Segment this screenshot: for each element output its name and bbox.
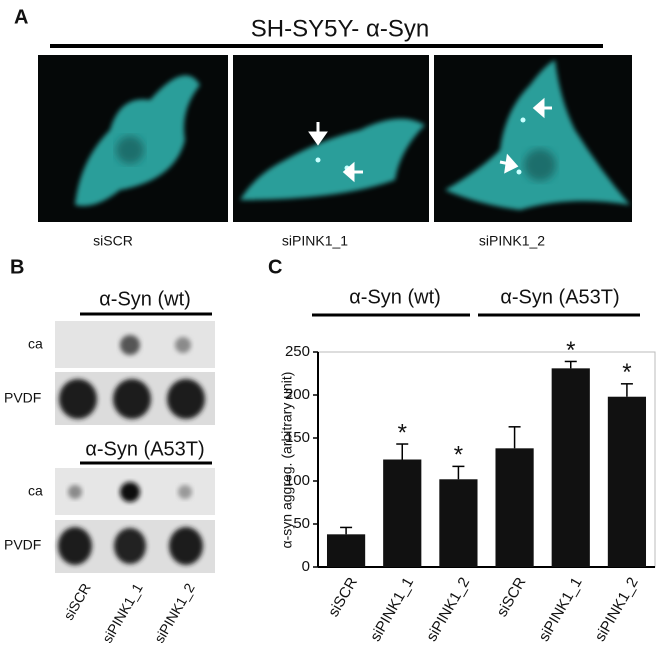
aggregate bbox=[520, 117, 526, 123]
bar bbox=[326, 534, 366, 567]
y-tick-label: 50 bbox=[293, 515, 310, 532]
x-tick-label: siPINK1_1 bbox=[535, 574, 585, 644]
blot-group-title: α-Syn (wt) bbox=[99, 288, 191, 310]
chart-group-title: α-Syn (A53T) bbox=[500, 286, 619, 308]
y-tick-label: 0 bbox=[302, 558, 310, 575]
arrows bbox=[308, 97, 552, 183]
blot-row-label: PVDF bbox=[4, 390, 41, 406]
x-tick-label: siSCR bbox=[325, 574, 361, 619]
bar bbox=[495, 448, 534, 567]
aggregate bbox=[315, 157, 321, 163]
lane-label: siPINK1_1 bbox=[99, 580, 146, 645]
panel-letter: A bbox=[14, 6, 28, 28]
blot-dot bbox=[169, 527, 203, 565]
blot-group-title: α-Syn (A53T) bbox=[85, 438, 204, 460]
nucleus bbox=[116, 136, 144, 164]
significance-mark: * bbox=[454, 442, 463, 469]
lane-label: siSCR bbox=[60, 580, 94, 622]
bar bbox=[439, 479, 478, 567]
significance-mark: * bbox=[566, 337, 575, 364]
blot-dot bbox=[114, 528, 146, 564]
x-tick-label: siSCR bbox=[494, 574, 530, 619]
blot-dot bbox=[59, 379, 97, 419]
blot-row-label: PVDF bbox=[4, 537, 41, 553]
aggregate bbox=[516, 169, 522, 175]
nucleus bbox=[524, 149, 556, 181]
micrographs bbox=[38, 55, 632, 222]
bar bbox=[607, 396, 647, 567]
blot-dot bbox=[175, 337, 191, 353]
bar bbox=[383, 459, 422, 567]
y-tick-label: 250 bbox=[285, 343, 310, 360]
lane-label: siPINK1_2 bbox=[151, 580, 198, 645]
significance-mark: * bbox=[622, 359, 631, 386]
significance-mark: * bbox=[398, 419, 407, 446]
x-tick-label: siPINK1_2 bbox=[423, 574, 473, 644]
y-tick-label: 200 bbox=[285, 386, 310, 403]
blot-dot bbox=[68, 485, 82, 499]
image-label: siSCR bbox=[93, 233, 133, 249]
panel-letter: C bbox=[268, 256, 282, 278]
y-tick-label: 150 bbox=[285, 429, 310, 446]
blot-dot bbox=[120, 335, 140, 355]
blots bbox=[55, 321, 215, 573]
x-tick-label: siPINK1_2 bbox=[592, 574, 642, 644]
blot-dot bbox=[167, 379, 205, 419]
y-axis-label: α-syn aggreg. (arbitrary unit) bbox=[279, 372, 295, 549]
blot-dot bbox=[178, 485, 192, 499]
plot-frame bbox=[317, 351, 656, 568]
blot-row-label: ca bbox=[28, 483, 43, 499]
cell bbox=[240, 118, 425, 200]
blot-dot bbox=[58, 527, 92, 565]
cell bbox=[445, 60, 630, 210]
panel-letter: B bbox=[10, 256, 24, 278]
blot-dot bbox=[113, 379, 151, 419]
blot-dot bbox=[120, 482, 140, 502]
panel-title: SH-SY5Y- α-Syn bbox=[251, 15, 429, 42]
x-tick-label: siPINK1_1 bbox=[367, 574, 417, 644]
image-label: siPINK1_2 bbox=[479, 233, 545, 249]
image-label: siPINK1_1 bbox=[282, 233, 348, 249]
blot-row-label: ca bbox=[28, 336, 43, 352]
bar bbox=[551, 368, 590, 567]
y-tick-label: 100 bbox=[285, 472, 310, 489]
chart-group-title: α-Syn (wt) bbox=[349, 286, 441, 308]
